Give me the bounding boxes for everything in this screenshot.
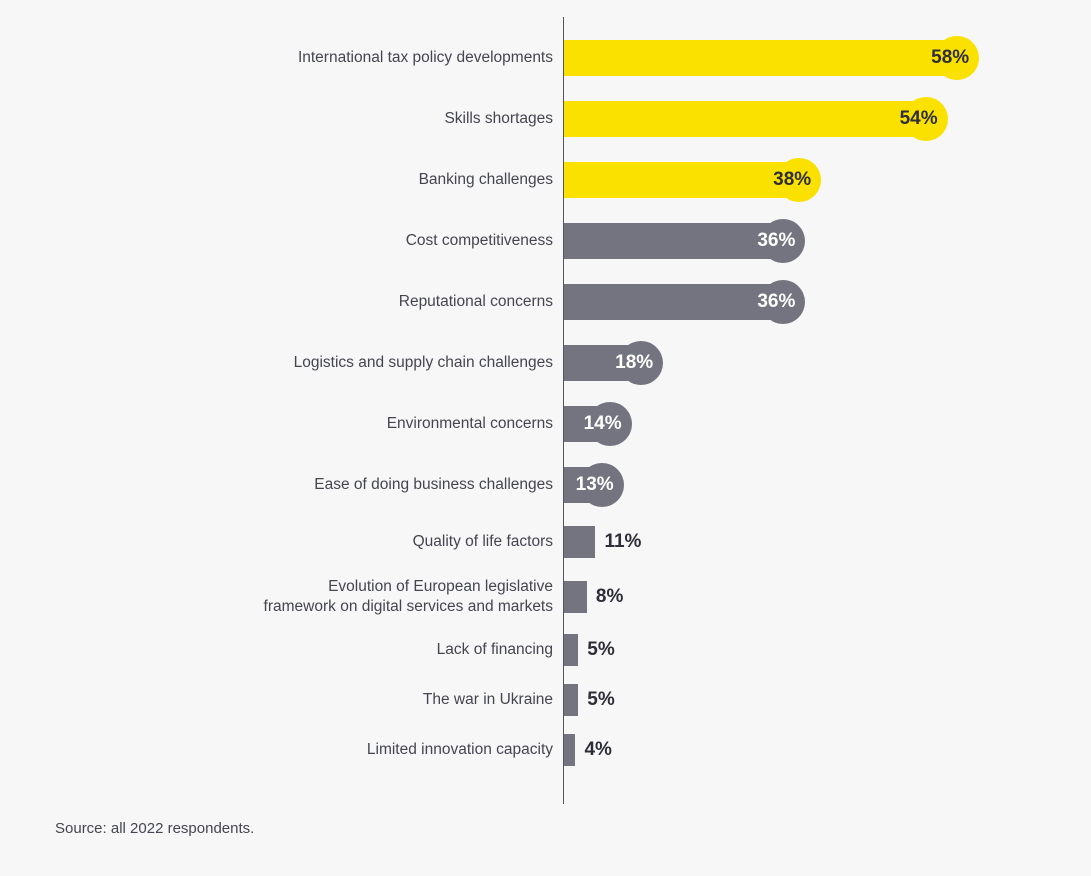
bar <box>564 401 632 446</box>
value-label: 8% <box>595 586 624 607</box>
category-label: Banking challenges <box>418 170 553 188</box>
value-label: 38% <box>773 168 812 190</box>
bar <box>564 96 948 141</box>
bar-row: Evolution of European legislative framew… <box>0 569 1091 625</box>
bar-row: Cost competitiveness 36% <box>0 210 1091 271</box>
bar-row: Lack of financing 5% <box>0 625 1091 675</box>
bar <box>564 157 822 202</box>
category-label: Ease of doing business challenges <box>314 475 553 493</box>
bar-end-cap <box>619 340 664 385</box>
bar-row: Reputational concerns 36% <box>0 271 1091 332</box>
source-note: Source: all 2022 respondents. <box>55 820 255 837</box>
value-label: 36% <box>757 229 796 251</box>
value-label: 5% <box>587 639 615 660</box>
value-label: 13% <box>575 473 614 495</box>
bar-end-cap <box>587 401 632 446</box>
bar-end-cap <box>761 218 806 263</box>
category-label: Lack of financing <box>436 641 553 658</box>
bar-end-cap <box>777 157 822 202</box>
category-label: The war in Ukraine <box>422 691 553 708</box>
value-label: 18% <box>615 351 654 373</box>
bar-end-cap <box>903 96 948 141</box>
category-label: Environmental concerns <box>386 414 553 432</box>
value-label: 4% <box>584 739 612 760</box>
bar <box>564 526 596 558</box>
bar <box>564 581 587 613</box>
category-label: Evolution of European legislative framew… <box>263 578 553 615</box>
bar <box>564 462 624 507</box>
bar-end-cap <box>935 35 980 80</box>
value-label: 58% <box>931 46 970 68</box>
bar-row: Skills shortages 54% <box>0 88 1091 149</box>
category-label: Reputational concerns <box>398 292 553 310</box>
bar-row: Limited innovation capacity 4% <box>0 725 1091 775</box>
bar <box>564 634 579 666</box>
bar-row: Environmental concerns 14% <box>0 393 1091 454</box>
category-label: Limited innovation capacity <box>366 741 553 758</box>
bar <box>564 684 579 716</box>
category-label: Cost competitiveness <box>405 231 553 249</box>
bar-row: The war in Ukraine 5% <box>0 675 1091 725</box>
bar <box>564 279 806 324</box>
bar-end-cap <box>761 279 806 324</box>
bar <box>564 734 576 766</box>
bar-row: Banking challenges 38% <box>0 149 1091 210</box>
bar-row: Logistics and supply chain challenges 18% <box>0 332 1091 393</box>
value-label: 54% <box>899 107 938 129</box>
bar <box>564 218 806 263</box>
value-label: 14% <box>583 412 622 434</box>
bar-row: International tax policy developments 58% <box>0 27 1091 88</box>
baseline-axis <box>563 17 564 804</box>
bar-end-cap <box>579 462 624 507</box>
category-label: Logistics and supply chain challenges <box>293 353 553 371</box>
category-label: International tax policy developments <box>297 48 553 66</box>
bar <box>564 35 980 80</box>
bar <box>564 340 664 385</box>
category-label: Skills shortages <box>444 109 553 127</box>
bar-row: Ease of doing business challenges 13% <box>0 454 1091 515</box>
category-label: Quality of life factors <box>412 533 553 550</box>
plot-area: International tax policy developments 58%… <box>0 27 1091 775</box>
value-label: 36% <box>757 290 796 312</box>
bar-row: Quality of life factors 11% <box>0 515 1091 569</box>
value-label: 5% <box>587 689 615 710</box>
value-label: 11% <box>604 531 642 552</box>
